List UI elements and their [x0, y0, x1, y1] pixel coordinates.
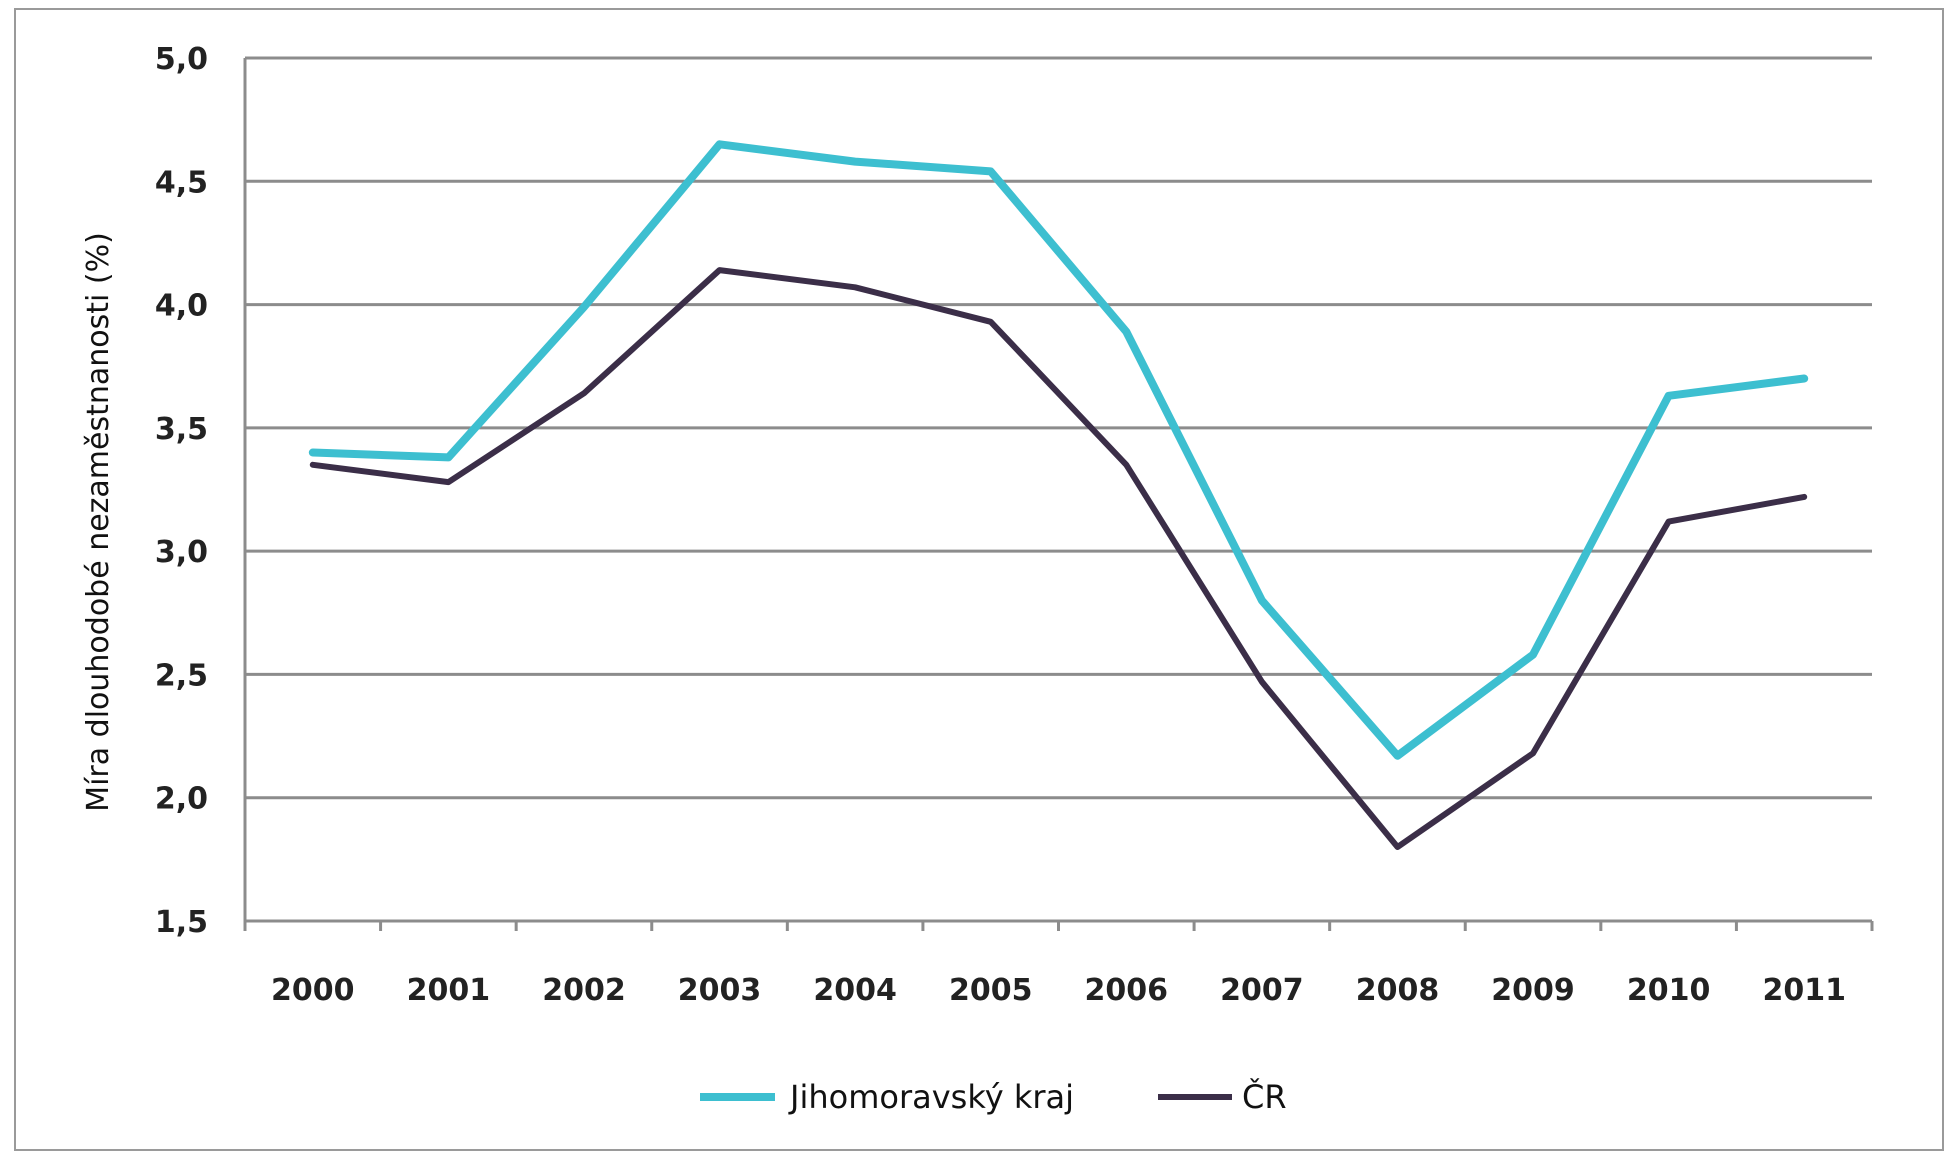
x-tick-label: 2008 [1356, 973, 1440, 1008]
legend-label: ČR [1242, 1077, 1287, 1116]
grid-lines [245, 56, 1872, 800]
chart-frame [14, 8, 1944, 1151]
x-tick-label: 2001 [407, 973, 491, 1008]
x-tick-label: 2003 [678, 973, 762, 1008]
x-tick-label: 2005 [949, 973, 1033, 1008]
y-axis-label: Míra dlouhodobé nezaměstnanosti (%) [81, 232, 116, 812]
y-tick-label: 2,0 [155, 782, 208, 817]
y-tick-label: 3,0 [155, 535, 208, 570]
x-tick-label: 2007 [1220, 973, 1304, 1008]
x-tick-label: 2010 [1627, 973, 1711, 1008]
axes [243, 58, 1874, 931]
y-tick-label: 1,5 [155, 905, 208, 940]
x-tick-labels: 2000 2001 2002 2003 2004 2005 2006 2007 2008 2009… [271, 973, 1846, 1008]
y-tick-label: 3,5 [155, 412, 208, 447]
y-tick-label: 4,5 [155, 165, 208, 200]
y-tick-label: 5,0 [155, 42, 208, 77]
x-tick-label: 2002 [542, 973, 626, 1008]
series-lines [308, 140, 1809, 850]
x-tick-label: 2006 [1085, 973, 1169, 1008]
x-tick-label: 2009 [1491, 973, 1575, 1008]
y-tick-label: 2,5 [155, 658, 208, 693]
y-tick-label: 4,0 [155, 289, 208, 324]
x-tick-label: 2004 [813, 973, 897, 1008]
series-line-1 [308, 140, 1809, 760]
series-line-2 [309, 267, 1808, 850]
x-tick-label: 2000 [271, 973, 355, 1008]
x-tick-label: 2011 [1762, 973, 1846, 1008]
legend: Jihomoravský kraj ČR [700, 1077, 1287, 1116]
legend-label: Jihomoravský kraj [788, 1078, 1074, 1116]
y-tick-labels: 1,5 2,0 2,5 3,0 3,5 4,0 4,5 5,0 [155, 42, 208, 940]
